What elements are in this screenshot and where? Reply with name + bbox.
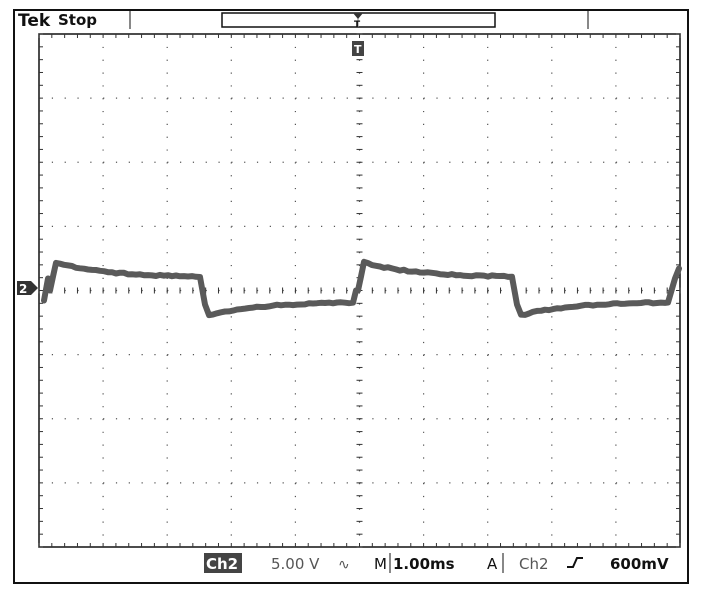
volts-per-div[interactable]: 5.00 V (271, 555, 320, 573)
channel-badge[interactable]: Ch2 (206, 555, 238, 573)
status-bar: Ch2 5.00 V ∿ M 1.00ms A Ch2 600mV (204, 553, 669, 573)
brand-logo: Tek (18, 11, 51, 31)
trigger-marker[interactable]: T (352, 41, 364, 56)
trigger-level[interactable]: 600mV (610, 555, 669, 573)
trigger-position-label: T (354, 20, 361, 30)
acquisition-status: Stop (58, 11, 97, 29)
trigger-marker-label: T (354, 43, 362, 56)
channel-2-marker[interactable]: 2 (17, 281, 38, 296)
timebase-value[interactable]: 1.00ms (393, 555, 455, 573)
trigger-mode: A (487, 555, 498, 573)
rising-edge-icon (567, 558, 583, 567)
coupling-icon: ∿ (338, 557, 350, 573)
trigger-source[interactable]: Ch2 (519, 555, 549, 573)
timebase-prefix: M (374, 555, 387, 573)
outer-frame (14, 10, 688, 583)
channel-2-marker-label: 2 (19, 282, 27, 296)
waveform-trace (44, 262, 679, 315)
